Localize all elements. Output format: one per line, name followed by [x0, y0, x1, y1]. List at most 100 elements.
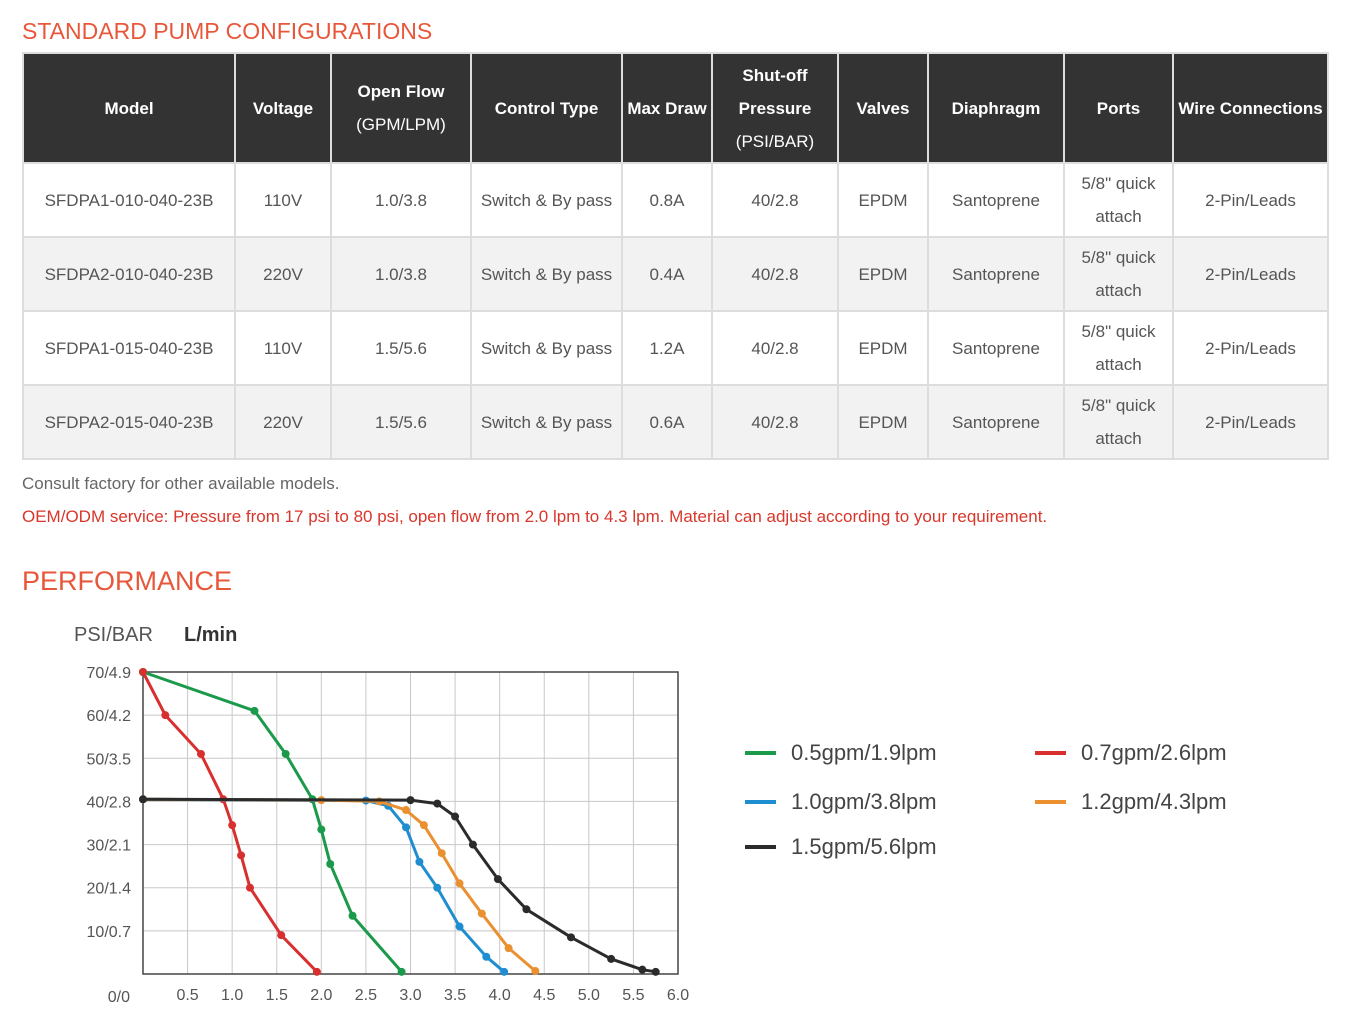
table-cell: 1.5/5.6: [330, 384, 472, 460]
column-header: Valves: [837, 52, 929, 164]
series-line: [142, 797, 656, 974]
table-cell: 1.0/3.8: [330, 162, 472, 238]
table-cell: EPDM: [837, 162, 929, 238]
data-point: [638, 965, 647, 974]
table-cell: 40/2.8: [711, 384, 839, 460]
table-cell: Switch & By pass: [470, 310, 623, 386]
table-cell: 2-Pin/Leads: [1172, 384, 1329, 460]
data-point: [228, 821, 237, 830]
column-header: Max Draw: [621, 52, 713, 164]
y-axis-label: PSI/BAR: [74, 624, 153, 646]
table-cell: Santoprene: [927, 162, 1065, 238]
oem-note: OEM/ODM service: Pressure from 17 psi to…: [22, 507, 1048, 526]
legend-label: 1.5gpm/5.6lpm: [791, 834, 937, 859]
table-cell: SFDPA1-015-040-23B: [22, 310, 236, 386]
data-point: [419, 821, 428, 830]
data-point: [397, 967, 406, 976]
y-tick-label: 40/2.8: [87, 794, 132, 811]
column-header-label: Wire Connections: [1178, 98, 1323, 118]
data-point: [531, 966, 540, 975]
table-cell: 0.8A: [621, 162, 713, 238]
table-cell: 110V: [234, 162, 332, 238]
legend-label: 1.0gpm/3.8lpm: [791, 789, 937, 814]
column-header-label: Voltage: [252, 98, 314, 118]
table-cell: EPDM: [837, 384, 929, 460]
table-cell: 5/8" quick attach: [1063, 162, 1174, 238]
column-header-label: Max Draw: [627, 98, 707, 118]
data-point: [607, 954, 616, 963]
performance-title: PERFORMANCE: [22, 566, 233, 596]
column-header: Control Type: [470, 52, 623, 164]
column-header-label: Shut-off Pressure: [738, 65, 812, 118]
table-cell: Santoprene: [927, 310, 1065, 386]
table-cell: SFDPA1-010-040-23B: [22, 162, 236, 238]
legend-swatch: [745, 800, 776, 804]
data-point: [433, 799, 442, 808]
data-point: [477, 909, 486, 918]
data-point: [504, 944, 513, 953]
table-cell: 220V: [234, 384, 332, 460]
y-tick-label: 50/3.5: [87, 751, 132, 768]
table-cell: 2-Pin/Leads: [1172, 236, 1329, 312]
table-cell: Switch & By pass: [470, 162, 623, 238]
data-point: [139, 795, 147, 804]
data-point: [161, 711, 170, 720]
column-header-unit: (PSI/BAR): [735, 131, 815, 151]
plot-frame: [142, 671, 679, 975]
data-point: [237, 851, 246, 860]
table-cell: Santoprene: [927, 384, 1065, 460]
column-header: Wire Connections: [1172, 52, 1329, 164]
x-axis-label: L/min: [184, 624, 237, 646]
table-row: SFDPA1-015-040-23B 110V 1.5/5.6 Switch & By…: [22, 310, 1329, 386]
legend-swatch: [745, 845, 776, 849]
table-cell: 220V: [234, 236, 332, 312]
y-tick-label: 60/4.2: [87, 708, 132, 725]
legend-swatch: [1035, 800, 1066, 804]
data-point: [522, 905, 531, 914]
column-header-label: Control Type: [494, 98, 599, 118]
table-cell: Santoprene: [927, 236, 1065, 312]
data-point: [651, 967, 660, 976]
column-header-unit: (GPM/LPM): [356, 115, 446, 134]
table-cell: 110V: [234, 310, 332, 386]
table-cell: 5/8" quick attach: [1063, 310, 1174, 386]
column-header: Diaphragm: [927, 52, 1065, 164]
x-tick-label: 1.0: [221, 987, 243, 1004]
y-tick-label: 20/1.4: [87, 881, 132, 898]
data-point: [348, 911, 357, 920]
specs-table: Model Voltage Open Flow (GPM/LPM) Control Ty…: [22, 52, 1329, 460]
series-line: [142, 670, 403, 973]
data-point: [250, 706, 259, 715]
column-header: Open Flow (GPM/LPM): [330, 52, 472, 164]
data-point: [246, 883, 254, 892]
table-cell: 1.0/3.8: [330, 236, 472, 312]
column-header: Model: [22, 52, 236, 164]
table-cell: Switch & By pass: [470, 236, 623, 312]
table-cell: 0.4A: [621, 236, 713, 312]
data-point: [451, 812, 460, 821]
data-point: [415, 857, 424, 866]
y-tick-label: 10/0.7: [87, 924, 132, 941]
legend-swatch: [745, 751, 776, 755]
legend-label: 0.7gpm/2.6lpm: [1081, 740, 1227, 765]
table-row: SFDPA1-010-040-23B 110V 1.0/3.8 Switch & By…: [22, 162, 1329, 238]
table-cell: SFDPA2-015-040-23B: [22, 384, 236, 460]
legend-item: 1.2gpm/4.3lpm: [1035, 789, 1227, 815]
data-point: [139, 668, 147, 676]
table-cell: 40/2.8: [711, 236, 839, 312]
y-tick-label: 0/0: [108, 989, 130, 1006]
column-header-label: Model: [104, 98, 154, 118]
column-header-label: Open Flow: [357, 82, 445, 101]
chart-legend: 0.5gpm/1.9lpm 0.7gpm/2.6lpm 1.0gpm/3.8lpm 1…: [745, 740, 1305, 880]
configurations-title: STANDARD PUMP CONFIGURATIONS: [22, 18, 433, 44]
x-tick-label: 4.5: [533, 987, 555, 1004]
table-cell: 1.2A: [621, 310, 713, 386]
table-cell: SFDPA2-010-040-23B: [22, 236, 236, 312]
data-point: [317, 825, 326, 834]
series-line: [142, 797, 506, 973]
x-tick-label: 3.5: [444, 987, 466, 1004]
data-point: [455, 879, 464, 888]
table-cell: 5/8" quick attach: [1063, 384, 1174, 460]
legend-label: 1.2gpm/4.3lpm: [1081, 789, 1227, 814]
table-cell: 40/2.8: [711, 162, 839, 238]
